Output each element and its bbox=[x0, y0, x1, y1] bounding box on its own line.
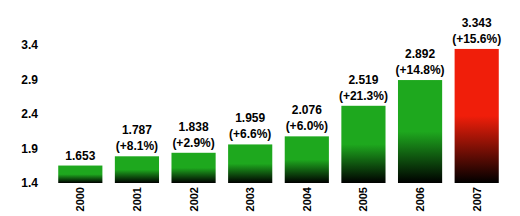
bar bbox=[115, 156, 159, 183]
x-tick-label: 2007 bbox=[471, 187, 483, 211]
data-label: 2.519 bbox=[348, 73, 378, 87]
bar bbox=[341, 106, 385, 183]
y-tick-label: 1.4 bbox=[21, 176, 38, 190]
data-labels: 1.653 1.787 (+8.1%) 1.838 (+2.9%) 1.959 (+6.6%… bbox=[65, 16, 501, 163]
data-label: 2.892 bbox=[405, 47, 435, 61]
data-label: 1.838 bbox=[179, 120, 209, 134]
y-axis: 1.4 1.9 2.4 2.9 3.4 bbox=[21, 38, 38, 190]
growth-label: (+6.0%) bbox=[286, 119, 328, 133]
x-tick-label: 2002 bbox=[188, 187, 200, 211]
bar bbox=[455, 49, 499, 183]
data-label: 1.787 bbox=[122, 123, 152, 137]
growth-label: (+8.1%) bbox=[116, 139, 158, 153]
x-tick-label: 2004 bbox=[301, 186, 313, 211]
y-tick-label: 1.9 bbox=[21, 142, 38, 156]
growth-label: (+14.8%) bbox=[396, 63, 445, 77]
x-tick-label: 2001 bbox=[131, 187, 143, 211]
bar bbox=[228, 144, 272, 183]
bars bbox=[58, 49, 499, 183]
x-tick-label: 2000 bbox=[74, 187, 86, 211]
x-tick-label: 2006 bbox=[414, 187, 426, 211]
growth-label: (+21.3%) bbox=[339, 89, 388, 103]
x-tick-label: 2003 bbox=[244, 187, 256, 211]
bar bbox=[58, 166, 102, 183]
x-tick-label: 2005 bbox=[357, 187, 369, 211]
data-label: 2.076 bbox=[292, 103, 322, 117]
growth-label: (+15.6%) bbox=[452, 32, 501, 46]
y-tick-label: 2.9 bbox=[21, 73, 38, 87]
data-label: 1.959 bbox=[235, 111, 265, 125]
y-tick-label: 3.4 bbox=[21, 38, 38, 52]
bar bbox=[171, 153, 215, 183]
chart-svg: 1.4 1.9 2.4 2.9 3.4 1.653 1.787 (+8.1%) 1.838 (+2… bbox=[0, 0, 520, 216]
data-label: 1.653 bbox=[65, 149, 95, 163]
y-tick-label: 2.4 bbox=[21, 107, 38, 121]
x-axis: 2000 2001 2002 2003 2004 2005 2006 2007 bbox=[74, 186, 482, 211]
data-label: 3.343 bbox=[462, 16, 492, 30]
bar bbox=[285, 136, 329, 183]
chart: 1.4 1.9 2.4 2.9 3.4 1.653 1.787 (+8.1%) 1.838 (+2… bbox=[0, 0, 520, 216]
growth-label: (+6.6%) bbox=[229, 127, 271, 141]
bar bbox=[398, 80, 442, 183]
growth-label: (+2.9%) bbox=[172, 136, 214, 150]
